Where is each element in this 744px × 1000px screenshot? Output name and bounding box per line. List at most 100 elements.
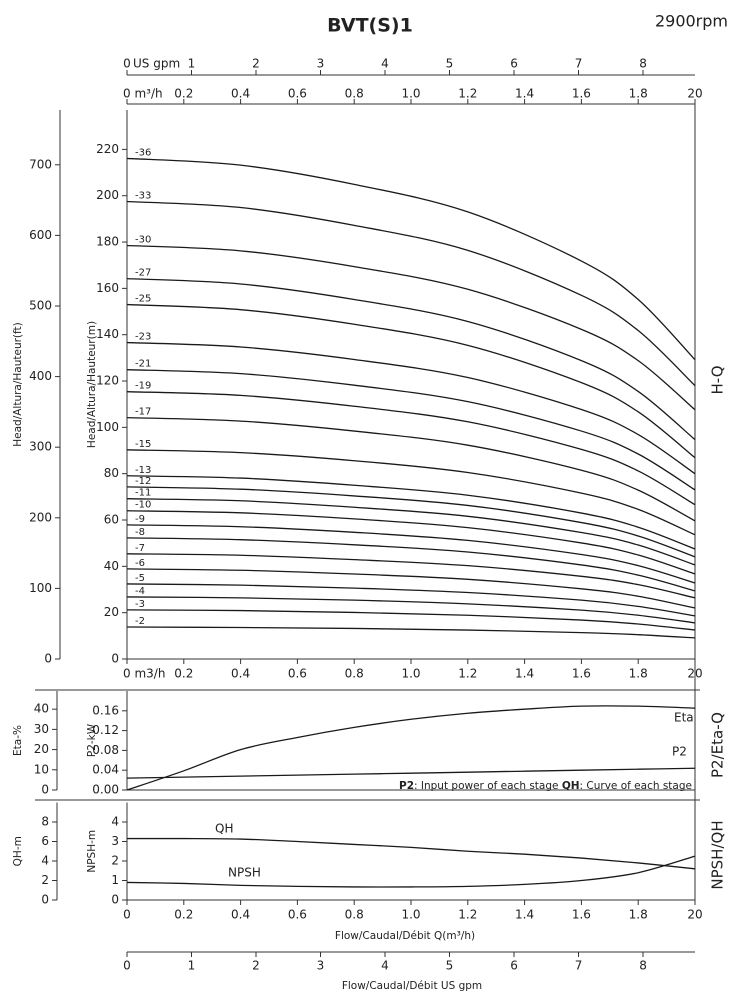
y-tick-label: 0.04 (92, 763, 119, 777)
y2-tick-label: 400 (29, 369, 52, 383)
note-part: QH (562, 780, 580, 792)
curve (126, 498, 696, 566)
y2-tick-label: 0 (44, 652, 52, 666)
y2-axis-title: Head/Altura/Hauteur(ft) (12, 322, 24, 447)
curve-label: -9 (135, 514, 145, 525)
x-tick-label: 1.6 (572, 908, 591, 922)
curve (126, 341, 696, 475)
curve-label: -5 (135, 573, 145, 584)
note-part: : Curve of each stage (580, 780, 692, 792)
curve-label: -2 (135, 616, 145, 627)
curve (126, 626, 696, 639)
curve (126, 416, 696, 522)
curve-label: QH (215, 822, 233, 836)
y-tick-label: 60 (104, 513, 119, 527)
y-tick-label: 200 (96, 188, 119, 202)
y-tick-label: 0.16 (92, 703, 119, 717)
y2-tick-label: 2 (41, 873, 49, 887)
y2-tick-label: 200 (29, 510, 52, 524)
curve-label: -15 (135, 439, 151, 450)
panel-title: H-Q (709, 365, 727, 394)
curve (126, 277, 696, 441)
curve (126, 391, 696, 506)
y2-tick-label: 300 (29, 440, 52, 454)
gpm-tick-label: 0 (123, 57, 131, 71)
curve (126, 583, 696, 617)
y2-tick-label: 500 (29, 298, 52, 312)
y-tick-label: 2 (111, 854, 119, 868)
curve-label: -13 (135, 465, 151, 476)
curve-label: -8 (135, 527, 145, 538)
x-tick-label: 1.2 (458, 87, 477, 101)
curve-label: -6 (135, 558, 145, 569)
x-tick-label: 0 m³/h (123, 87, 163, 101)
y-tick-label: 3 (111, 834, 119, 848)
curve (126, 157, 696, 361)
curve (126, 855, 696, 888)
gpm-tick-label: 1 (188, 959, 196, 973)
gpm-tick-label: 7 (575, 57, 583, 71)
y-tick-label: 180 (96, 235, 119, 249)
y-axis-title: Head/Altura/Hauteur(m) (86, 321, 98, 448)
page-title: BVT(S)1 (327, 15, 413, 37)
gpm-tick-label: 6 (510, 57, 518, 71)
gpm-tick-label: 8 (639, 57, 647, 71)
x-tick-label: 0.8 (345, 667, 364, 681)
note-part: P2 (399, 780, 414, 792)
y2-tick-label: 30 (34, 722, 49, 736)
x-tick-label: 1.4 (515, 667, 534, 681)
curve-label: NPSH (228, 866, 261, 880)
x-tick-label: 1.4 (515, 87, 534, 101)
curve-label: -12 (135, 476, 151, 487)
y-tick-label: 4 (111, 815, 119, 829)
y-tick-label: 120 (96, 374, 119, 388)
curve-label: -30 (135, 235, 151, 246)
curve (126, 537, 696, 592)
gpm-tick-label: 6 (510, 959, 518, 973)
y2-tick-label: 100 (29, 581, 52, 595)
x-tick-label: 20 (687, 908, 702, 922)
gpm-unit: US gpm (133, 57, 180, 71)
curve (126, 449, 696, 536)
y-tick-label: 0 (111, 652, 119, 666)
x-tick-label: 0.6 (288, 667, 307, 681)
y-tick-label: 0.12 (92, 723, 119, 737)
speed-label: 2900rpm (655, 12, 728, 31)
x-tick-label: 0.8 (345, 908, 364, 922)
curve-label: -4 (135, 586, 145, 597)
x-tick-label: 0 m3/h (123, 667, 165, 681)
gpm-tick-label: 2 (252, 959, 260, 973)
gpm-tick-label: 4 (381, 959, 389, 973)
y-tick-label: 100 (96, 420, 119, 434)
curve (126, 524, 696, 584)
y-tick-label: 0 (111, 893, 119, 907)
curve-label: P2 (672, 745, 687, 759)
panel-title: P2/Eta-Q (709, 712, 727, 778)
x-tick-label: 0.8 (345, 87, 364, 101)
y-axis-title: NPSH-m (86, 830, 98, 873)
x-tick-label: 0.4 (231, 87, 250, 101)
x-tick-label: 0.2 (174, 908, 193, 922)
x-axis-title: Flow/Caudal/Débit Q(m³/h) (335, 930, 475, 942)
x-tick-label: 0.6 (288, 87, 307, 101)
x-tick-label: 1.0 (401, 667, 420, 681)
x-tick-label: 1.8 (629, 908, 648, 922)
y-tick-label: 220 (96, 142, 119, 156)
y2-tick-label: 600 (29, 228, 52, 242)
x-tick-label: 1.8 (629, 667, 648, 681)
curve (126, 475, 696, 550)
x-tick-label: 20 (687, 667, 702, 681)
curve-label: -19 (135, 381, 151, 392)
curve-label: -11 (135, 488, 151, 499)
y2-tick-label: 20 (34, 742, 49, 756)
curve (126, 553, 696, 599)
y-tick-label: 0.08 (92, 743, 119, 757)
x-tick-label: 20 (687, 87, 702, 101)
x-tick-label: 0.4 (231, 667, 250, 681)
gpm-tick-label: 3 (317, 959, 325, 973)
curve-label: -25 (135, 294, 151, 305)
curve-label: -3 (135, 599, 145, 610)
x-tick-label: 1.0 (401, 87, 420, 101)
y2-tick-label: 0 (41, 783, 49, 797)
